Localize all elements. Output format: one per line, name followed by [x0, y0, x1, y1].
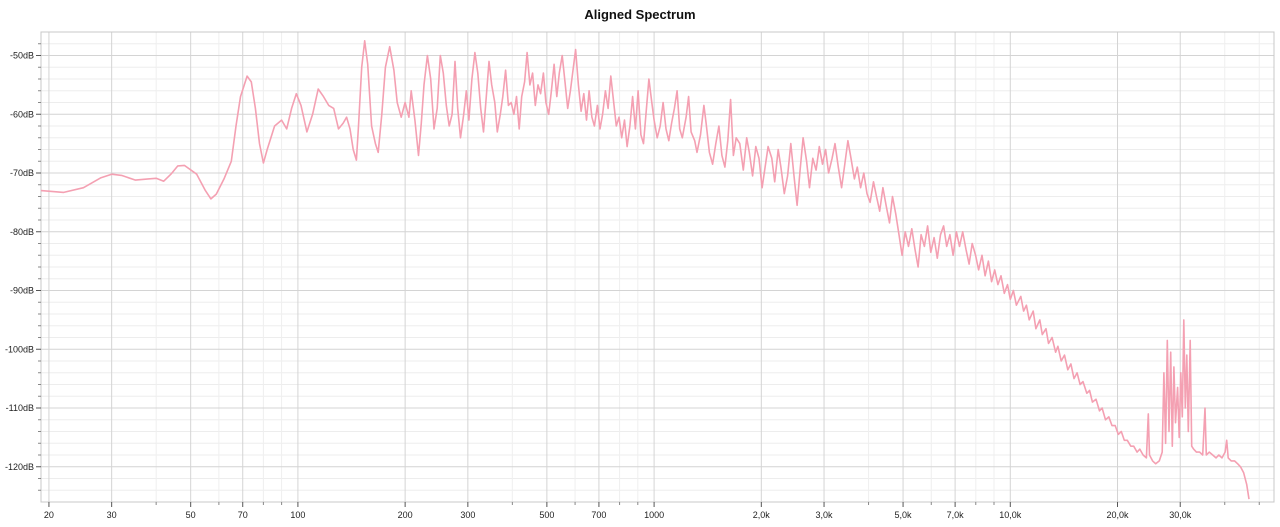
- x-tick-label: 7,0k: [947, 510, 965, 520]
- x-tick-label: 2,0k: [753, 510, 771, 520]
- spectrum-line: [40, 40, 1250, 500]
- x-tick-label: 1000: [644, 510, 664, 520]
- tick-layer: -50dB -60dB -70dB -80dB -90dB -100dB -110dB -12…: [5, 43, 1260, 520]
- y-tick-label: -70dB: [10, 168, 34, 178]
- x-tick-label: 20,0k: [1106, 510, 1129, 520]
- x-tick-label: 70: [238, 510, 248, 520]
- x-tick-label: 10,0k: [999, 510, 1022, 520]
- x-tick-label: 50: [186, 510, 196, 520]
- y-tick-label: -80dB: [10, 227, 34, 237]
- x-tick-label: 300: [460, 510, 475, 520]
- x-tick-label: 200: [398, 510, 413, 520]
- y-tick-label: -50dB: [10, 51, 34, 61]
- x-tick-label: 30: [107, 510, 117, 520]
- x-tick-label: 3,0k: [816, 510, 834, 520]
- grid-layer: [41, 32, 1274, 502]
- x-tick-label: 30,0k: [1169, 510, 1192, 520]
- x-tick-label: 20: [44, 510, 54, 520]
- x-tick-label: 5,0k: [895, 510, 913, 520]
- chart-title: Aligned Spectrum: [584, 7, 696, 22]
- x-tick-label: 100: [290, 510, 305, 520]
- y-tick-label: -100dB: [5, 344, 34, 354]
- y-tick-label: -120dB: [5, 462, 34, 472]
- y-tick-label: -90dB: [10, 286, 34, 296]
- series-layer: [40, 40, 1250, 500]
- x-tick-label: 500: [539, 510, 554, 520]
- y-tick-label: -110dB: [6, 403, 34, 413]
- x-tick-label: 700: [591, 510, 606, 520]
- y-tick-label: -60dB: [10, 109, 34, 119]
